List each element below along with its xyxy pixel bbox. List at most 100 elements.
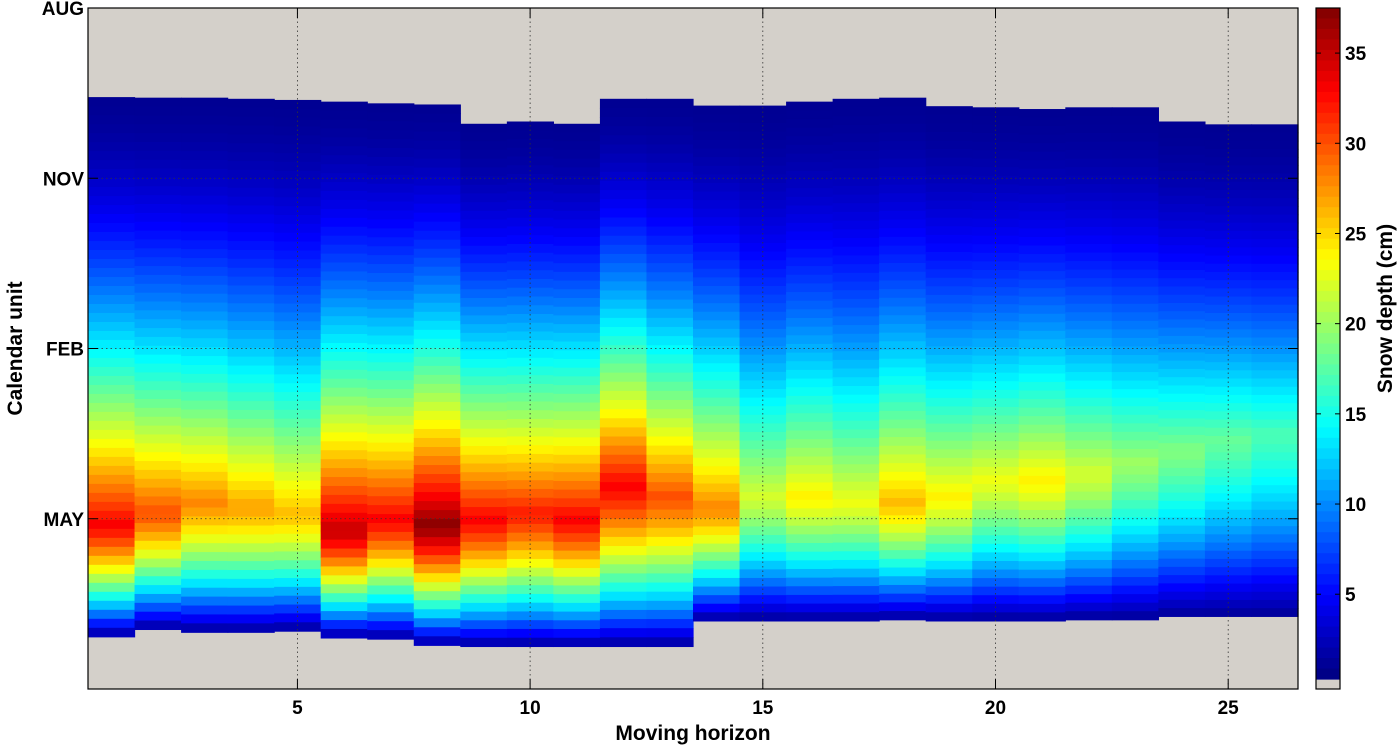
heatmap-cell [786,560,834,570]
heatmap-cell [227,214,275,224]
heatmap-cell [367,424,415,435]
heatmap-cell [181,436,229,446]
heatmap-cell [1065,286,1113,296]
heatmap-cell [1065,594,1113,604]
heatmap-cell [646,199,694,209]
heatmap-cell [181,498,229,509]
heatmap-cell [553,184,601,195]
heatmap-cell [1158,451,1206,461]
heatmap-cell [646,299,694,310]
heatmap-cell [227,152,275,162]
heatmap-cell [134,274,182,285]
heatmap-cell [506,497,554,508]
colorbar-swatch [1316,144,1340,156]
heatmap-cell [832,238,880,248]
heatmap-cell [1111,508,1159,518]
heatmap-cell [879,437,927,447]
heatmap-cell [413,537,461,547]
heatmap-cell [832,403,880,413]
heatmap-cell [1251,493,1299,503]
heatmap-cell [1018,612,1066,622]
heatmap-cell [460,176,508,186]
heatmap-cell [739,595,787,605]
heatmap-cell [506,331,554,341]
heatmap-cell [879,410,927,421]
heatmap-column [367,103,415,640]
heatmap-cell [599,272,648,282]
heatmap-cell [1158,335,1206,345]
heatmap-cell [972,569,1020,579]
heatmap-cell [1111,448,1159,459]
heatmap-cell [1204,608,1253,617]
heatmap-cell [88,205,136,215]
heatmap-cell [972,295,1020,305]
heatmap-cell [227,383,275,393]
heatmap-cell [693,380,741,390]
heatmap-cell [739,492,787,502]
heatmap-cell [134,585,182,595]
heatmap-cell [413,555,461,565]
heatmap-cell [786,222,834,233]
heatmap-cell [227,427,275,438]
heatmap-cell [88,259,136,269]
heatmap-cell [832,220,880,230]
heatmap-cell [599,409,648,419]
heatmap-cell [553,167,601,177]
heatmap-cell [599,363,648,374]
colorbar-swatch [1316,18,1340,30]
heatmap-cell [134,97,182,108]
heatmap-cell [1018,305,1066,315]
heatmap-cell [1065,457,1113,467]
heatmap-cell [693,122,741,132]
heatmap-cell [320,325,368,335]
heatmap-cell [972,132,1020,143]
heatmap-cell [460,585,508,595]
heatmap-cell [181,124,229,134]
heatmap-column [553,123,601,648]
heatmap-cell [693,474,741,485]
heatmap-cell [599,637,648,648]
heatmap-cell [1158,138,1206,147]
heatmap-cell [786,447,834,458]
heatmap-cell [832,420,880,431]
heatmap-cell [1018,228,1066,238]
heatmap-cell [1158,575,1206,584]
colorbar-swatch [1316,8,1340,20]
heatmap-cell [599,107,648,118]
heatmap-cell [367,558,415,569]
heatmap-cell [693,543,741,553]
heatmap-cell [88,303,136,314]
heatmap-cell [134,496,182,506]
heatmap-cell [1158,261,1206,271]
heatmap-cell [320,342,368,353]
heatmap-cell [1018,219,1066,230]
heatmap-cell [972,210,1020,220]
heatmap-cell [599,126,648,136]
heatmap-cell [1251,427,1299,437]
heatmap-cell [1065,201,1113,211]
heatmap-cell [1065,243,1113,254]
heatmap-cell [832,429,880,439]
heatmap-cell [506,208,554,219]
heatmap-cell [693,320,741,330]
heatmap-cell [134,381,182,391]
heatmap-cell [181,543,229,553]
heatmap-cell [646,527,694,538]
heatmap-cell [553,541,601,552]
heatmap-cell [460,297,508,308]
heatmap-cell [274,383,322,393]
heatmap-cell [925,346,973,356]
heatmap-cell [227,312,275,322]
heatmap-cell [786,534,834,544]
heatmap-cell [506,165,554,175]
heatmap-cell [134,611,182,622]
heatmap-cell [320,468,368,478]
heatmap-cell [460,594,508,604]
heatmap-cell [460,515,508,526]
heatmap-cell [1158,418,1206,428]
heatmap-cell [181,462,229,473]
heatmap-cell [925,509,973,519]
colorbar-swatch [1316,70,1340,82]
heatmap-cell [1065,175,1113,185]
heatmap-cell [786,361,834,371]
